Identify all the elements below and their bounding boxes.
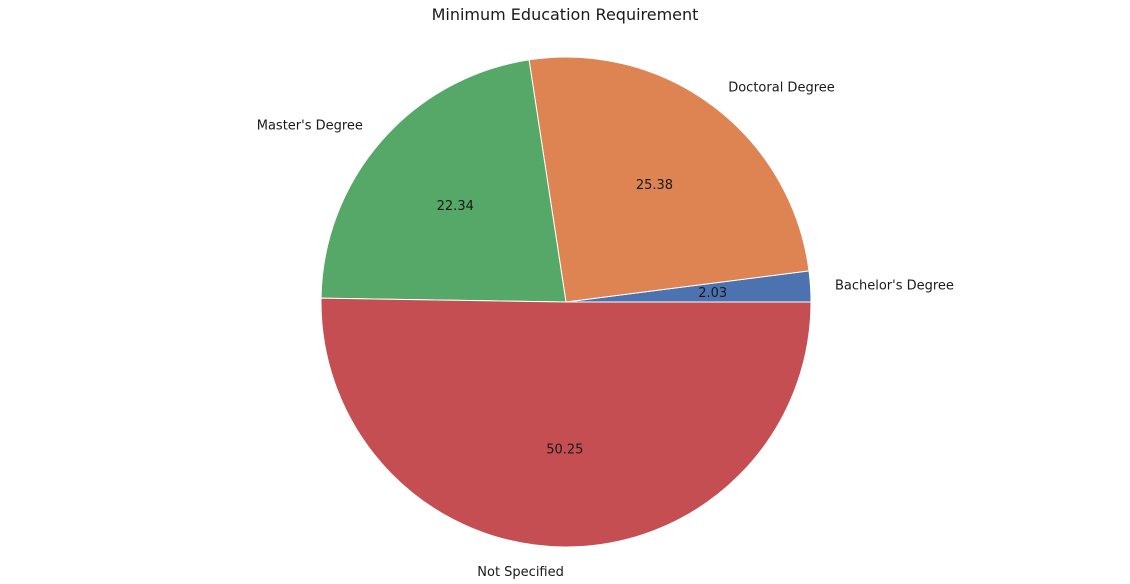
pie-value-label-doctoral-degree: 25.38: [636, 178, 673, 193]
pie-category-label-master-s-degree: Master's Degree: [257, 118, 363, 133]
pie-category-label-bachelor-s-degree: Bachelor's Degree: [835, 278, 954, 293]
pie-slice-doctoral-degree: [528, 56, 810, 303]
pie-value-label-bachelor-s-degree: 2.03: [698, 286, 727, 301]
pie-slice-master-s-degree: [320, 59, 567, 303]
pie-category-label-not-specified: Not Specified: [477, 565, 564, 580]
pie-value-label-not-specified: 50.25: [546, 443, 583, 458]
pie-value-label-master-s-degree: 22.34: [437, 199, 474, 214]
pie-category-label-doctoral-degree: Doctoral Degree: [728, 80, 835, 95]
pie-slice-not-specified: [320, 297, 812, 548]
